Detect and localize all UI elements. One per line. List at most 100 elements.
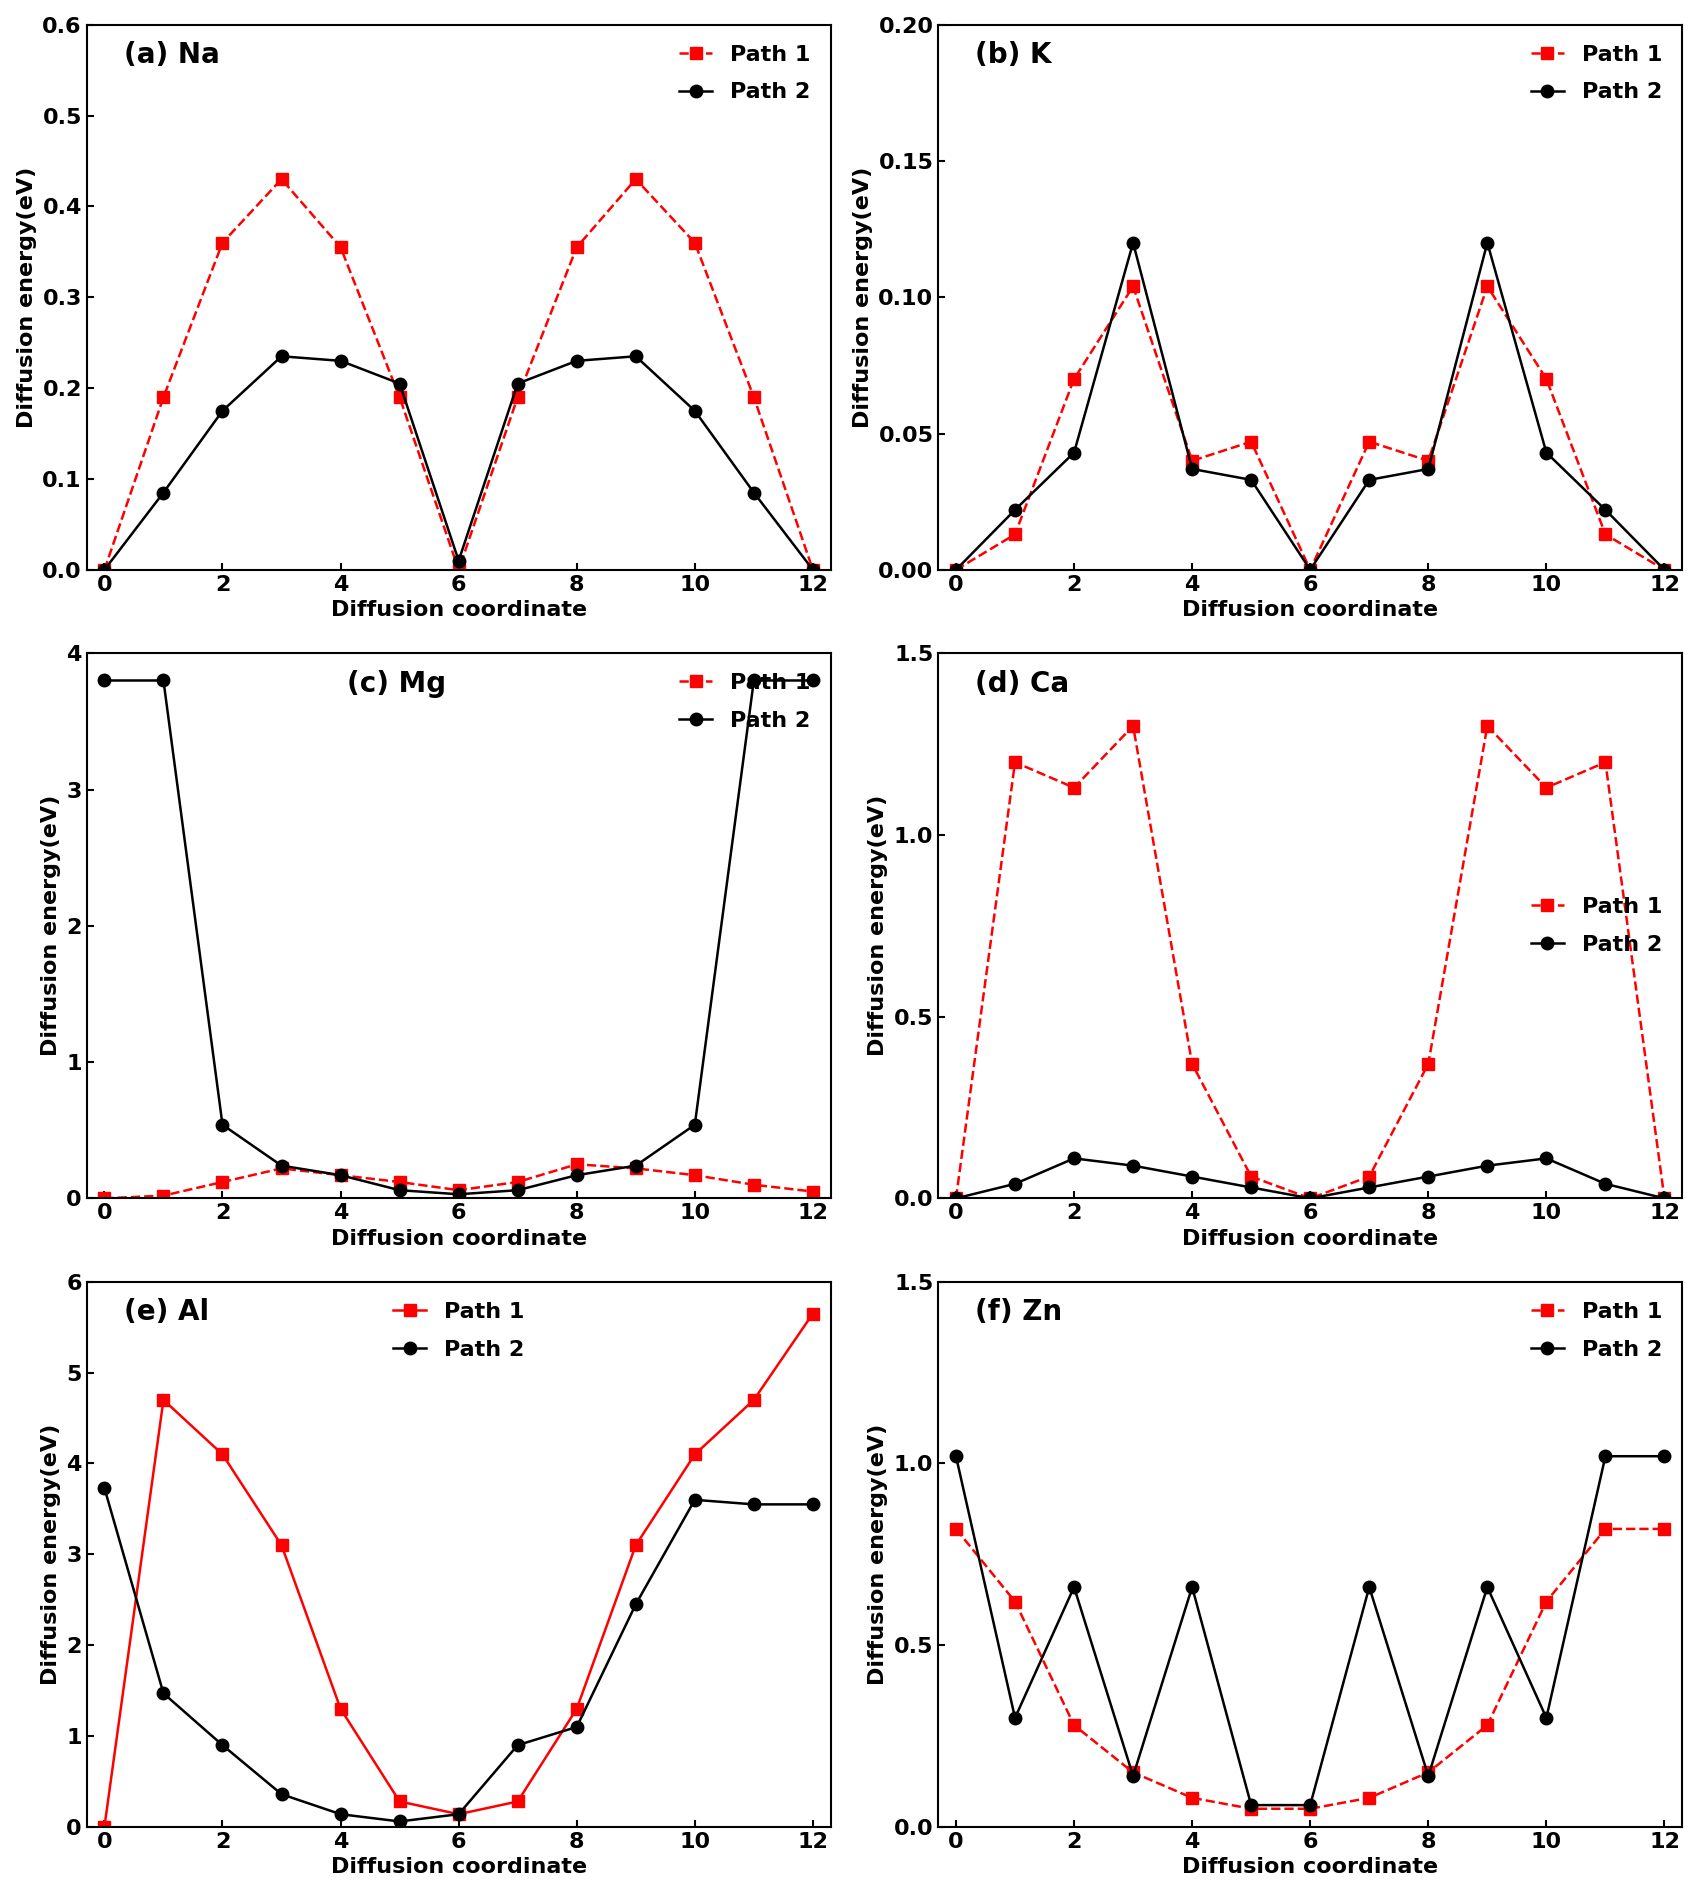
X-axis label: Diffusion coordinate: Diffusion coordinate bbox=[1182, 600, 1438, 619]
Y-axis label: Diffusion energy(eV): Diffusion energy(eV) bbox=[853, 167, 872, 428]
Path 1 bbox=[743, 386, 763, 409]
Path 2 bbox=[330, 1163, 350, 1186]
Path 1 bbox=[685, 231, 706, 254]
Path 2 bbox=[743, 481, 763, 504]
Path 1 bbox=[1595, 750, 1615, 773]
Path 1 bbox=[94, 559, 114, 581]
Path 1 bbox=[1064, 367, 1085, 390]
Line: Path 2: Path 2 bbox=[99, 350, 819, 576]
Text: (e) Al: (e) Al bbox=[124, 1297, 209, 1326]
Path 2 bbox=[1124, 1765, 1144, 1788]
Path 1 bbox=[1005, 1591, 1025, 1614]
Path 2 bbox=[212, 1114, 233, 1136]
X-axis label: Diffusion coordinate: Diffusion coordinate bbox=[330, 600, 586, 619]
Path 2 bbox=[1182, 1165, 1202, 1188]
Y-axis label: Diffusion energy(eV): Diffusion energy(eV) bbox=[17, 167, 37, 428]
Path 2 bbox=[449, 1803, 469, 1826]
Path 2 bbox=[94, 669, 114, 691]
Text: (d) Ca: (d) Ca bbox=[976, 670, 1069, 697]
Path 1 bbox=[1182, 449, 1202, 472]
Path 2 bbox=[1358, 1176, 1379, 1199]
Path 2 bbox=[153, 669, 173, 691]
Y-axis label: Diffusion energy(eV): Diffusion energy(eV) bbox=[869, 795, 887, 1057]
Path 2 bbox=[272, 1153, 292, 1176]
Path 2 bbox=[272, 1782, 292, 1805]
Path 1 bbox=[626, 1534, 646, 1557]
Path 1 bbox=[330, 237, 350, 259]
Path 2 bbox=[1241, 1176, 1261, 1199]
Path 2 bbox=[1654, 559, 1674, 581]
Path 2 bbox=[1005, 498, 1025, 521]
Path 1 bbox=[626, 1157, 646, 1180]
Path 2 bbox=[389, 1811, 410, 1833]
Path 1 bbox=[1241, 430, 1261, 453]
Path 2 bbox=[272, 345, 292, 367]
Path 1 bbox=[1595, 1517, 1615, 1540]
Path 2 bbox=[626, 1593, 646, 1616]
Path 2 bbox=[802, 1492, 823, 1515]
Line: Path 2: Path 2 bbox=[950, 1451, 1671, 1811]
Path 2 bbox=[1654, 1188, 1674, 1210]
Path 1 bbox=[330, 1163, 350, 1186]
Path 2 bbox=[1064, 1576, 1085, 1599]
Path 2 bbox=[743, 1492, 763, 1515]
Path 1 bbox=[1654, 559, 1674, 581]
Path 2 bbox=[1300, 559, 1321, 581]
Path 1 bbox=[1300, 559, 1321, 581]
Path 2 bbox=[449, 549, 469, 572]
Path 2 bbox=[566, 1716, 586, 1739]
Path 2 bbox=[945, 1445, 966, 1468]
Path 1 bbox=[1064, 1714, 1085, 1737]
Text: (c) Mg: (c) Mg bbox=[347, 670, 445, 697]
Path 1 bbox=[743, 1174, 763, 1197]
Line: Path 2: Path 2 bbox=[950, 237, 1671, 576]
Path 2 bbox=[389, 373, 410, 396]
Path 1 bbox=[1418, 1053, 1438, 1076]
Path 1 bbox=[330, 1697, 350, 1720]
Path 2 bbox=[1241, 468, 1261, 491]
Path 2 bbox=[945, 559, 966, 581]
Line: Path 1: Path 1 bbox=[99, 1157, 819, 1205]
Path 2 bbox=[566, 1163, 586, 1186]
Path 1 bbox=[389, 1170, 410, 1193]
Path 2 bbox=[1124, 1153, 1144, 1176]
Path 2 bbox=[330, 1803, 350, 1826]
X-axis label: Diffusion coordinate: Diffusion coordinate bbox=[1182, 1229, 1438, 1248]
Path 1 bbox=[1182, 1053, 1202, 1076]
Path 2 bbox=[212, 1733, 233, 1756]
Path 2 bbox=[449, 1184, 469, 1206]
Path 1 bbox=[802, 1180, 823, 1203]
Path 1 bbox=[94, 1188, 114, 1210]
Path 1 bbox=[1477, 1714, 1498, 1737]
Path 2 bbox=[94, 559, 114, 581]
Line: Path 1: Path 1 bbox=[950, 1523, 1671, 1814]
Path 2 bbox=[743, 669, 763, 691]
Path 1 bbox=[566, 1153, 586, 1176]
Line: Path 2: Path 2 bbox=[99, 674, 819, 1201]
Path 2 bbox=[1005, 1172, 1025, 1195]
Path 2 bbox=[566, 350, 586, 373]
Path 2 bbox=[685, 400, 706, 422]
Path 1 bbox=[272, 1534, 292, 1557]
Path 1 bbox=[685, 1443, 706, 1466]
Path 2 bbox=[1358, 1576, 1379, 1599]
X-axis label: Diffusion coordinate: Diffusion coordinate bbox=[330, 1229, 586, 1248]
Path 1 bbox=[1005, 750, 1025, 773]
Path 1 bbox=[508, 386, 529, 409]
Path 1 bbox=[1654, 1188, 1674, 1210]
Path 2 bbox=[1300, 1794, 1321, 1816]
Path 2 bbox=[1537, 1706, 1557, 1729]
Path 2 bbox=[1537, 1148, 1557, 1170]
Path 2 bbox=[626, 1153, 646, 1176]
Path 2 bbox=[153, 1682, 173, 1705]
Line: Path 2: Path 2 bbox=[950, 1152, 1671, 1205]
Path 2 bbox=[1182, 1576, 1202, 1599]
Path 1 bbox=[1418, 1761, 1438, 1784]
Path 2 bbox=[1005, 1706, 1025, 1729]
Path 1 bbox=[1537, 1591, 1557, 1614]
Path 1 bbox=[945, 559, 966, 581]
Y-axis label: Diffusion energy(eV): Diffusion energy(eV) bbox=[869, 1424, 887, 1686]
Path 1 bbox=[1124, 1761, 1144, 1784]
Path 2 bbox=[1537, 441, 1557, 464]
Path 1 bbox=[1182, 1786, 1202, 1809]
